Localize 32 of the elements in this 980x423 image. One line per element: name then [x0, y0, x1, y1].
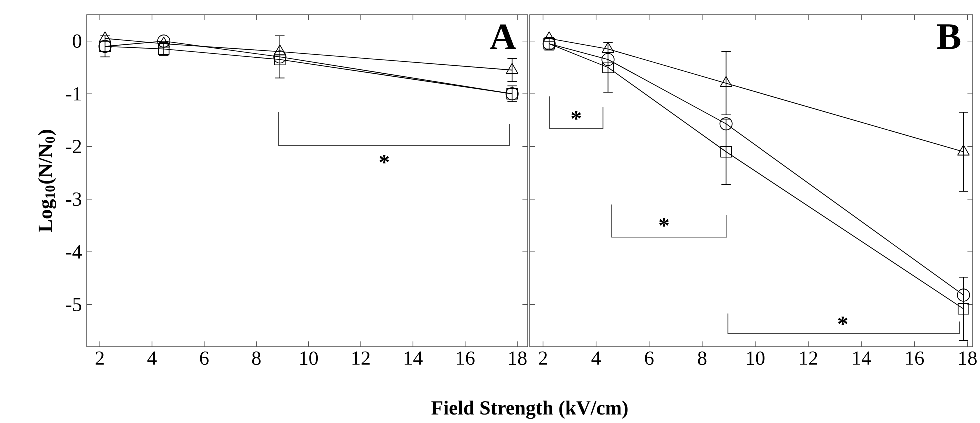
y-tick-label: -4 — [66, 246, 82, 259]
annotation: B — [937, 24, 961, 50]
x-tick-label: 2 — [96, 352, 104, 365]
x-tick-label: 6 — [200, 352, 209, 366]
annotation: * — [660, 218, 669, 227]
x-tick-label: 12 — [352, 352, 370, 365]
annotation: A — [490, 24, 516, 50]
x-tick-label: 16 — [457, 352, 475, 366]
x-tick-label: 14 — [853, 352, 872, 365]
x-tick-label: 6 — [645, 352, 654, 366]
x-tick-label: 4 — [592, 352, 602, 365]
annotation: * — [380, 155, 390, 164]
annotation: * — [838, 316, 848, 326]
y-tick-label: 0 — [73, 34, 82, 48]
x-tick-label: 10 — [300, 352, 318, 366]
x-tick-label: 8 — [252, 352, 261, 366]
y-tick-label: -3 — [66, 192, 82, 206]
x-tick-label: 18 — [959, 352, 977, 366]
x-tick-label: 18 — [509, 352, 527, 366]
y-tick-label: -2 — [66, 140, 82, 154]
x-tick-label: 2 — [539, 352, 548, 365]
annotation: * — [572, 111, 582, 120]
y-tick-label: -1 — [66, 87, 82, 101]
x-tick-label: 16 — [906, 352, 924, 366]
x-tick-label: 14 — [404, 352, 423, 365]
x-tick-label: 10 — [747, 352, 765, 366]
y-axis-title: Log$_{10}$(N/N$_{0}$) — [38, 130, 56, 232]
x-tick-label: 4 — [148, 352, 157, 365]
y-tick-label: -5 — [66, 298, 82, 312]
x-axis-title: Field Strength (kV/cm) — [432, 400, 628, 420]
x-tick-label: 12 — [800, 352, 818, 365]
x-tick-label: 8 — [698, 352, 707, 366]
